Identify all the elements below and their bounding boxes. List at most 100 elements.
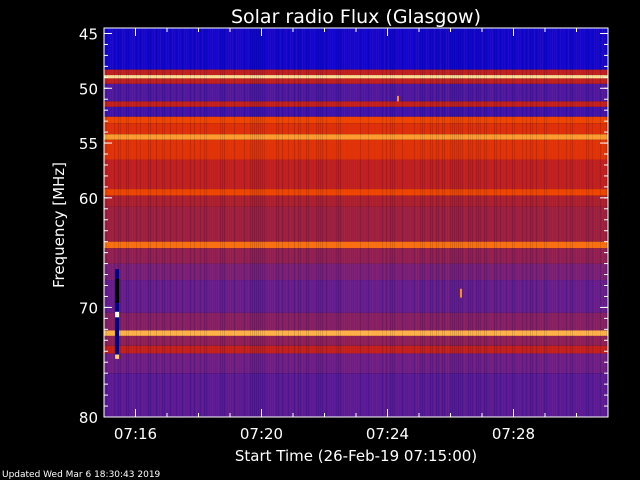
texture-stripe <box>416 28 417 417</box>
texture-stripe <box>442 28 443 417</box>
texture-stripe <box>276 28 277 417</box>
texture-stripe <box>562 28 563 417</box>
texture-stripe <box>200 28 201 417</box>
texture-stripe <box>590 28 591 417</box>
texture-stripe <box>162 28 163 417</box>
texture-stripe <box>268 28 269 417</box>
frequency-band <box>104 28 608 70</box>
texture-stripe <box>110 28 111 417</box>
texture-stripe <box>408 28 409 417</box>
chart-title: Solar radio Flux (Glasgow) <box>231 6 481 28</box>
texture-stripe <box>124 28 125 417</box>
texture-stripe <box>160 28 161 417</box>
frequency-band <box>104 101 608 107</box>
texture-stripe <box>592 28 593 417</box>
texture-stripe <box>472 28 473 417</box>
texture-stripe <box>494 28 495 417</box>
frequency-band <box>104 139 608 160</box>
texture-stripe <box>476 28 477 417</box>
texture-stripe <box>558 28 559 417</box>
texture-stripe <box>328 28 329 417</box>
texture-stripe <box>540 28 541 417</box>
texture-stripe <box>504 28 505 417</box>
texture-stripe <box>198 28 199 417</box>
frequency-band <box>104 83 608 102</box>
texture-stripe <box>248 28 249 417</box>
texture-stripe <box>166 28 167 417</box>
texture-stripe <box>286 28 287 417</box>
texture-stripe <box>446 28 447 417</box>
texture-stripe <box>204 28 205 417</box>
texture-stripe <box>186 28 187 417</box>
texture-stripe <box>246 28 247 417</box>
texture-stripe <box>510 28 511 417</box>
texture-stripe <box>170 28 171 417</box>
frequency-band <box>104 353 608 374</box>
frequency-band <box>104 335 608 346</box>
texture-stripe <box>496 28 497 417</box>
texture-stripe <box>384 28 385 417</box>
texture-stripe <box>588 28 589 417</box>
texture-stripe <box>254 28 255 417</box>
texture-stripe <box>554 28 555 417</box>
texture-stripe <box>530 28 531 417</box>
texture-stripe <box>236 28 237 417</box>
texture-stripe <box>322 28 323 417</box>
texture-stripe <box>304 28 305 417</box>
texture-stripe <box>576 28 577 417</box>
texture-stripe <box>168 28 169 417</box>
frequency-band <box>104 116 608 124</box>
texture-stripe <box>230 28 231 417</box>
texture-stripe <box>308 28 309 417</box>
spectrogram-plot <box>104 28 608 417</box>
frequency-band <box>104 159 608 190</box>
texture-stripe <box>474 28 475 417</box>
texture-stripe <box>172 28 173 417</box>
texture-stripe <box>346 28 347 417</box>
texture-stripe <box>122 28 123 417</box>
texture-stripe <box>572 28 573 417</box>
signal-spot <box>460 288 462 298</box>
texture-stripe <box>108 28 109 417</box>
texture-stripe <box>512 28 513 417</box>
texture-stripe <box>470 28 471 417</box>
texture-stripe <box>600 28 601 417</box>
texture-stripe <box>140 28 141 417</box>
x-tick-label: 07:24 <box>366 425 409 443</box>
texture-stripe <box>556 28 557 417</box>
frequency-band <box>104 312 608 331</box>
texture-stripe <box>118 28 119 417</box>
texture-stripe <box>550 28 551 417</box>
texture-stripe <box>138 28 139 417</box>
texture-stripe <box>456 28 457 417</box>
texture-stripe <box>426 28 427 417</box>
texture-stripe <box>506 28 507 417</box>
texture-stripe <box>174 28 175 417</box>
frequency-band <box>104 241 608 249</box>
texture-stripe <box>142 28 143 417</box>
texture-stripe <box>136 28 137 417</box>
texture-stripe <box>490 28 491 417</box>
y-tick-label: 70 <box>79 299 98 317</box>
texture-stripe <box>310 28 311 417</box>
texture-stripe <box>566 28 567 417</box>
texture-stripe <box>574 28 575 417</box>
frequency-band <box>104 248 608 264</box>
texture-stripe <box>318 28 319 417</box>
frequency-band <box>104 134 608 140</box>
texture-stripe <box>152 28 153 417</box>
texture-stripe <box>546 28 547 417</box>
texture-stripe <box>392 28 393 417</box>
texture-stripe <box>278 28 279 417</box>
update-timestamp: Updated Wed Mar 6 18:30:43 2019 <box>2 470 161 480</box>
texture-stripe <box>340 28 341 417</box>
texture-stripe <box>560 28 561 417</box>
texture-stripe <box>440 28 441 417</box>
frequency-band <box>104 69 608 76</box>
texture-stripe <box>190 28 191 417</box>
texture-stripe <box>256 28 257 417</box>
frequency-band <box>104 75 608 79</box>
texture-stripe <box>396 28 397 417</box>
texture-stripe <box>298 28 299 417</box>
